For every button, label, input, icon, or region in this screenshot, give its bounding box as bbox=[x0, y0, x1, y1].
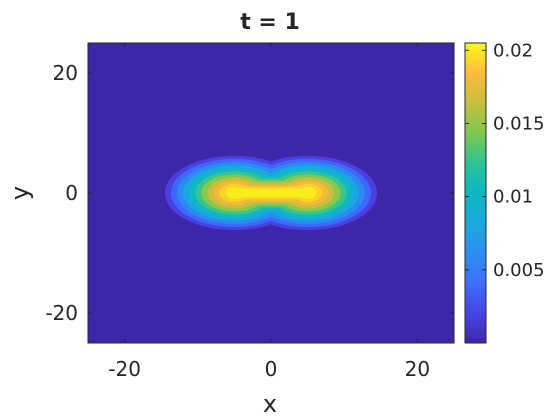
y-axis-label: y bbox=[6, 186, 34, 200]
x-tick-label: 20 bbox=[405, 357, 430, 381]
colorbar-gradient bbox=[465, 43, 486, 343]
y-tick-label: 0 bbox=[65, 181, 78, 205]
colorbar: 0.005 0.01 0.015 0.02 bbox=[464, 40, 545, 344]
colorbar-tick-label: 0.005 bbox=[493, 260, 545, 281]
colorbar-tick-label: 0.015 bbox=[493, 113, 545, 134]
colorbar-frame bbox=[464, 42, 487, 344]
x-axis-ticks: -20 0 20 bbox=[108, 43, 430, 381]
x-axis-label: x bbox=[263, 390, 277, 418]
colorbar-ticks: 0.005 0.01 0.015 0.02 bbox=[465, 40, 545, 281]
chart-title: t = 1 bbox=[240, 10, 300, 35]
x-tick-label: 0 bbox=[265, 357, 278, 381]
colorbar-tick-label: 0.01 bbox=[493, 187, 533, 208]
y-tick-label: 20 bbox=[53, 61, 78, 85]
plot-area: -20 0 20 -20 0 20 bbox=[45, 42, 455, 381]
contour-bridge bbox=[234, 188, 308, 198]
contour-level bbox=[225, 187, 317, 199]
y-axis-ticks: -20 0 20 bbox=[45, 61, 454, 325]
colorbar-tick-label: 0.02 bbox=[493, 40, 533, 61]
y-tick-label: -20 bbox=[45, 301, 78, 325]
x-tick-label: -20 bbox=[108, 357, 141, 381]
heatmap-contours bbox=[164, 155, 378, 231]
